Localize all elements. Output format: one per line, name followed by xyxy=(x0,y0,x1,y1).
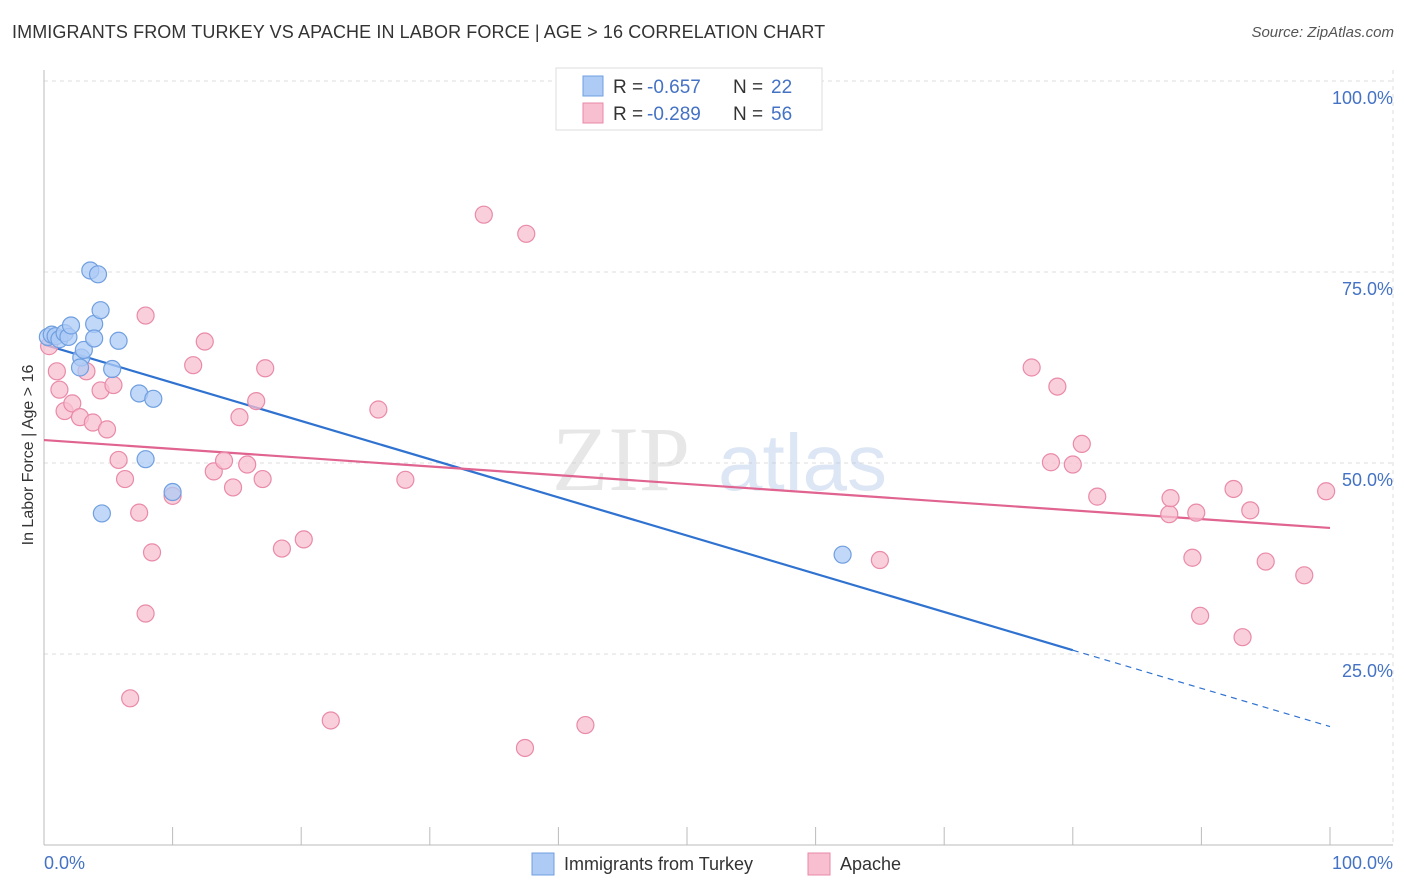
legend-swatch-turkey xyxy=(582,75,604,97)
point-turkey-14 xyxy=(91,301,110,320)
point-apache-11 xyxy=(109,450,128,470)
point-apache-29 xyxy=(272,539,292,558)
point-apache-24 xyxy=(230,408,249,427)
legend-r-label-turkey: R = xyxy=(613,77,643,98)
point-apache-39 xyxy=(1022,358,1041,377)
trend-line-1 xyxy=(43,438,1331,530)
point-apache-53 xyxy=(1256,552,1275,571)
point-apache-46 xyxy=(1161,489,1180,508)
point-turkey-9 xyxy=(74,340,93,360)
point-turkey-19 xyxy=(136,450,155,469)
legend-r-value-turkey: -0.657 xyxy=(647,77,701,98)
legend-n-value-apache: 56 xyxy=(771,104,792,125)
point-apache-16 xyxy=(121,689,140,708)
point-apache-4 xyxy=(63,394,82,413)
y-tick-label-50: 50.0% xyxy=(1342,470,1393,490)
point-apache-2 xyxy=(50,380,69,399)
point-apache-42 xyxy=(1063,455,1082,474)
point-apache-31 xyxy=(321,711,340,730)
point-apache-23 xyxy=(223,478,243,497)
point-apache-50 xyxy=(1224,479,1243,499)
point-apache-37 xyxy=(576,715,595,735)
point-apache-41 xyxy=(1041,453,1061,472)
point-apache-45 xyxy=(1160,505,1179,524)
point-apache-30 xyxy=(294,530,313,549)
point-turkey-15 xyxy=(109,331,128,350)
series-legend: Immigrants from Turkey Apache xyxy=(531,852,901,876)
x-tick-label-0: 0.0% xyxy=(44,853,85,873)
point-apache-55 xyxy=(1317,482,1336,501)
point-apache-15 xyxy=(142,543,162,562)
legend-n-label-turkey: N = xyxy=(733,77,763,98)
y-tick-label-25: 25.0% xyxy=(1342,661,1393,681)
point-turkey-18 xyxy=(144,389,163,408)
series-legend-swatch-turkey xyxy=(531,852,555,876)
point-turkey-13 xyxy=(88,265,108,284)
point-turkey-21 xyxy=(92,504,111,523)
point-apache-10 xyxy=(104,375,123,395)
point-apache-52 xyxy=(1241,501,1260,520)
point-apache-49 xyxy=(1191,606,1210,625)
legend-swatch-apache xyxy=(582,102,604,124)
point-apache-34 xyxy=(474,205,493,224)
trend-line-extension-0 xyxy=(1072,649,1331,728)
axis-layer xyxy=(43,70,1393,846)
legend-n-value-turkey: 22 xyxy=(771,77,792,98)
point-apache-9 xyxy=(97,420,117,439)
stats-legend: R = -0.657 N = 22 R = -0.289 N = 56 xyxy=(555,67,823,131)
point-apache-33 xyxy=(396,470,415,489)
point-turkey-8 xyxy=(70,358,90,377)
point-apache-26 xyxy=(247,392,266,411)
points-layer xyxy=(38,205,1336,758)
point-turkey-22 xyxy=(833,545,852,564)
point-apache-25 xyxy=(238,455,257,474)
point-apache-47 xyxy=(1187,503,1206,522)
x-tick-label-1: 100.0% xyxy=(1332,853,1393,873)
point-apache-36 xyxy=(517,224,536,243)
point-turkey-6 xyxy=(61,316,81,335)
watermark-zip: ZIP xyxy=(552,408,690,510)
point-turkey-12 xyxy=(85,329,104,348)
point-apache-35 xyxy=(515,738,535,758)
point-apache-17 xyxy=(136,306,155,325)
trend-layer xyxy=(43,343,1331,728)
point-apache-14 xyxy=(136,604,155,623)
legend-r-label-apache: R = xyxy=(613,104,643,125)
y-tick-label-100: 100.0% xyxy=(1332,88,1393,108)
watermark-atlas: atlas xyxy=(718,418,887,507)
point-apache-32 xyxy=(369,400,388,419)
point-apache-43 xyxy=(1072,434,1091,453)
point-apache-54 xyxy=(1295,566,1314,585)
point-apache-44 xyxy=(1088,487,1107,506)
y-axis-label: In Labor Force | Age > 16 xyxy=(20,365,37,546)
point-apache-40 xyxy=(1048,377,1067,396)
point-apache-1 xyxy=(47,362,66,381)
point-apache-51 xyxy=(1233,628,1252,647)
point-turkey-16 xyxy=(103,359,122,379)
point-apache-48 xyxy=(1183,548,1202,567)
series-legend-label-apache: Apache xyxy=(840,854,901,874)
point-apache-20 xyxy=(195,332,214,351)
trend-line-0 xyxy=(43,343,1074,652)
legend-n-label-apache: N = xyxy=(733,104,763,125)
series-legend-swatch-apache xyxy=(807,852,831,876)
point-apache-38 xyxy=(870,550,890,570)
y-tick-label-75: 75.0% xyxy=(1342,279,1393,299)
source-label: Source: ZipAtlas.com xyxy=(1251,24,1394,41)
series-legend-label-turkey: Immigrants from Turkey xyxy=(564,854,753,874)
point-apache-27 xyxy=(253,469,272,489)
point-apache-28 xyxy=(256,359,275,378)
chart-title: IMMIGRANTS FROM TURKEY VS APACHE IN LABO… xyxy=(12,22,826,42)
point-apache-22 xyxy=(214,451,234,470)
legend-r-value-apache: -0.289 xyxy=(647,104,701,125)
point-apache-13 xyxy=(130,503,149,522)
point-turkey-20 xyxy=(163,482,182,502)
point-apache-12 xyxy=(115,469,135,489)
point-apache-19 xyxy=(184,356,203,375)
